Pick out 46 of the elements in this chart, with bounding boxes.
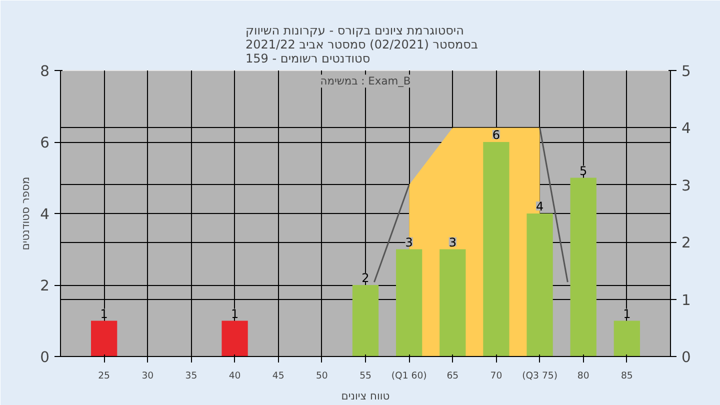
x-tick-label: 35 bbox=[185, 370, 198, 382]
x-tick-label: 80 bbox=[577, 370, 590, 382]
y2-tick-label: 2 bbox=[682, 234, 691, 252]
bar bbox=[222, 320, 248, 356]
y2-tick-label: 5 bbox=[682, 63, 691, 80]
x-tick-label: 45 bbox=[272, 370, 284, 382]
annotation: במשימה : Exam_B bbox=[320, 74, 411, 88]
bar bbox=[396, 249, 422, 356]
data-label: 1 bbox=[230, 306, 239, 321]
bar bbox=[614, 320, 640, 356]
bar bbox=[570, 178, 596, 356]
y-tick-label: 8 bbox=[40, 63, 50, 80]
data-label: 1 bbox=[100, 306, 108, 321]
x-tick-label: 50 bbox=[316, 370, 328, 382]
y2-tick-label: 4 bbox=[682, 120, 691, 138]
x-tick-label: 55 bbox=[360, 370, 372, 382]
x-tick-label: (Q3 75) bbox=[522, 370, 558, 382]
data-label: 5 bbox=[580, 164, 588, 178]
y2-tick-label: 0 bbox=[682, 349, 691, 366]
y-tick-label: 2 bbox=[40, 278, 50, 294]
data-label: 2 bbox=[362, 271, 370, 285]
data-label: 3 bbox=[405, 235, 413, 250]
x-tick-label: 65 bbox=[446, 370, 459, 382]
chart-title: היסטוגרמת ציונים בקורס - עקרונות השיווק בסמסטר (02/2021) סמסטר אביב 2021/22 סטודנטים רשומים - 159 bbox=[245, 24, 478, 66]
y-axis-title: מספר סטודנטים bbox=[19, 176, 32, 250]
y-tick-label: 6 bbox=[40, 134, 50, 152]
bar bbox=[483, 142, 510, 356]
x-tick-label: 85 bbox=[620, 370, 633, 382]
data-label: 4 bbox=[536, 200, 544, 214]
bar bbox=[91, 320, 118, 356]
x-tick-label: (Q1 60) bbox=[391, 370, 427, 382]
x-tick-label: 25 bbox=[98, 370, 110, 382]
x-tick-label: 30 bbox=[142, 370, 154, 382]
bar bbox=[440, 249, 466, 356]
x-tick-label: 70 bbox=[490, 370, 502, 382]
y-tick-label: 4 bbox=[40, 206, 50, 223]
data-label: 3 bbox=[448, 235, 456, 250]
data-label: 1 bbox=[623, 306, 631, 321]
x-tick-label: 40 bbox=[228, 370, 241, 382]
bar bbox=[352, 285, 379, 356]
bar bbox=[526, 214, 553, 356]
y2-tick-label: 3 bbox=[682, 177, 691, 194]
y2-tick-label: 1 bbox=[682, 292, 691, 309]
y-tick-label: 0 bbox=[40, 349, 50, 366]
x-axis-title: טווח ציונים bbox=[341, 390, 390, 402]
data-label: 6 bbox=[492, 128, 500, 142]
